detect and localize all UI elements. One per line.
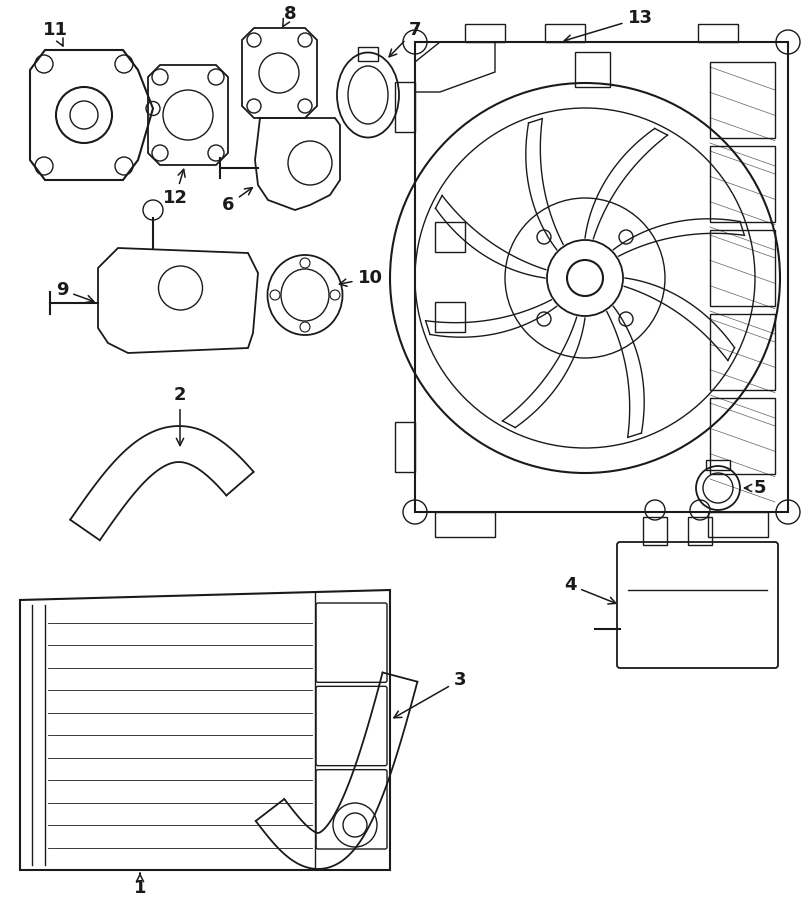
Text: 13: 13: [564, 9, 653, 42]
Text: 3: 3: [394, 671, 466, 718]
Bar: [395, 82, 415, 132]
Bar: [706, 460, 730, 470]
Bar: [710, 146, 775, 222]
Bar: [643, 517, 667, 545]
Bar: [545, 24, 585, 42]
Bar: [435, 302, 465, 332]
Text: 9: 9: [56, 281, 93, 302]
Text: 2: 2: [174, 386, 186, 446]
Text: 7: 7: [389, 21, 421, 57]
Bar: [710, 314, 775, 390]
Bar: [698, 24, 738, 42]
Text: 11: 11: [43, 21, 68, 46]
Bar: [465, 24, 505, 42]
Bar: [435, 512, 495, 537]
Text: 8: 8: [283, 5, 296, 27]
Bar: [358, 47, 378, 61]
Bar: [710, 230, 775, 306]
Text: 12: 12: [163, 169, 188, 207]
Text: 5: 5: [745, 479, 766, 497]
Text: 1: 1: [134, 873, 147, 897]
Text: 6: 6: [221, 187, 252, 214]
Bar: [688, 517, 712, 545]
Bar: [710, 398, 775, 474]
Bar: [575, 52, 610, 87]
Text: 4: 4: [564, 576, 616, 604]
Bar: [708, 512, 768, 537]
Bar: [435, 222, 465, 252]
Bar: [415, 42, 788, 512]
Text: 10: 10: [340, 269, 382, 287]
Bar: [395, 422, 415, 472]
Bar: [710, 62, 775, 138]
